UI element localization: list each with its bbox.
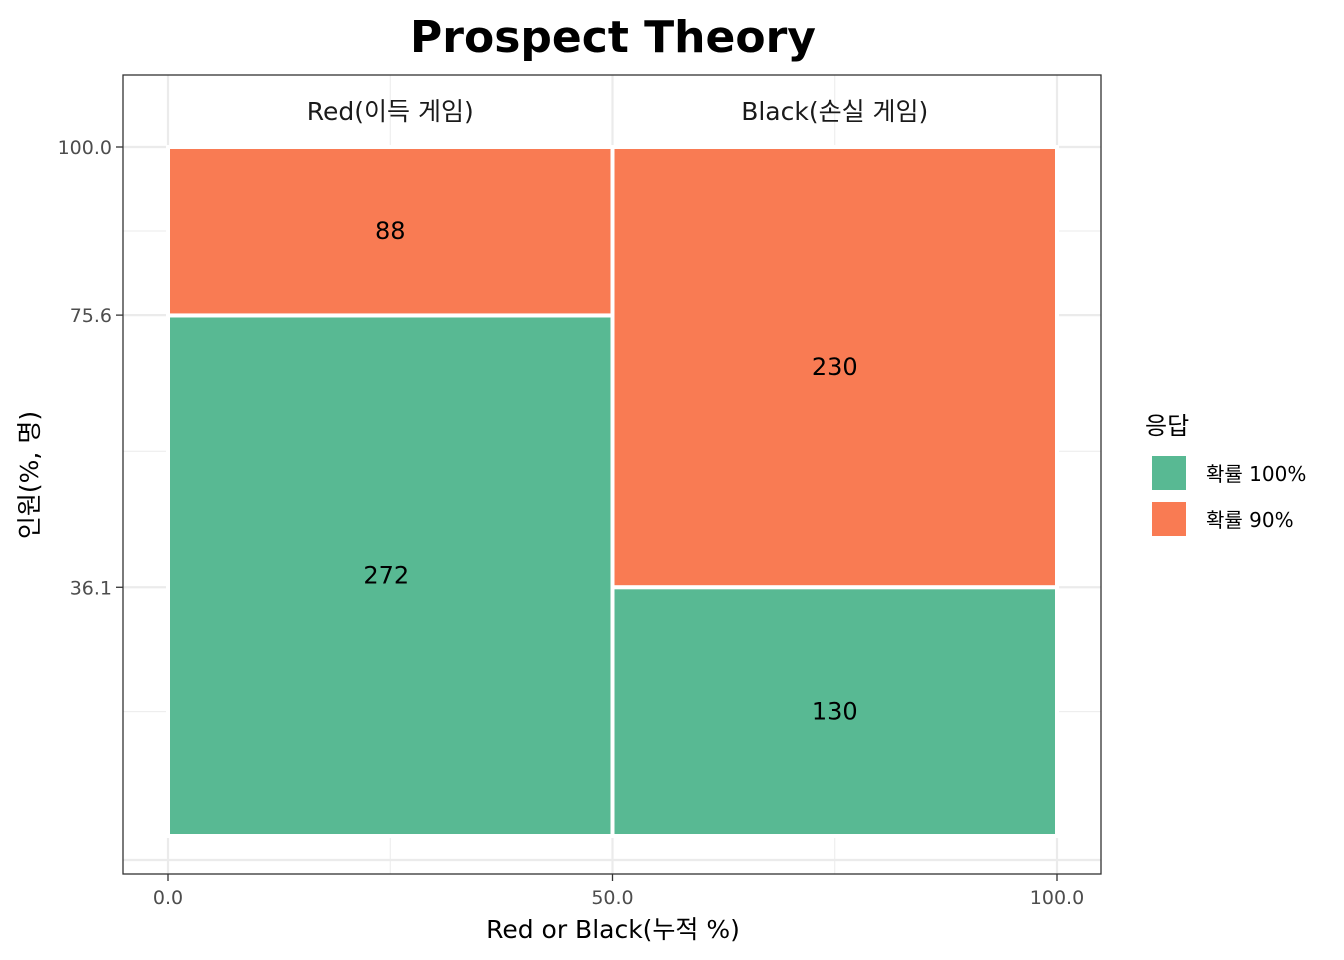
legend-label: 확률 100% [1206,462,1306,486]
mosaic-cell-0-0 [166,313,615,838]
mosaic-cell-1-1 [610,145,1059,590]
y-axis-title: 인원(%, 명) [15,411,44,539]
cell-labels: 272 88 130 230 [363,217,857,725]
y-tick-label: 75.6 [70,305,112,327]
x-tick-label: 100.0 [1030,887,1084,909]
facet-labels: Red(이득 게임) Black(손실 게임) [307,97,929,126]
y-tick-label: 100.0 [58,137,112,159]
x-tick-label: 50.0 [591,887,633,909]
legend: 응답 확률 100% 확률 90% [1145,412,1306,536]
facet-label: Red(이득 게임) [307,97,474,126]
cell-count-label: 230 [812,353,858,381]
legend-title: 응답 [1145,412,1189,440]
legend-swatch [1152,502,1186,536]
x-tick-label: 0.0 [153,887,183,909]
mosaic-cell-0-1 [166,145,615,318]
y-tick-label: 36.1 [70,577,112,599]
cell-count-label: 130 [812,698,858,726]
facet-label: Black(손실 게임) [741,97,928,126]
legend-swatch [1152,456,1186,490]
chart-title: Prospect Theory [410,12,816,63]
legend-label: 확률 90% [1206,508,1294,532]
cell-count-label: 272 [363,562,409,590]
y-axis: 36.1 75.6 100.0 [58,137,123,599]
x-axis: 0.0 50.0 100.0 [153,874,1084,909]
x-axis-title: Red or Black(누적 %) [486,915,740,944]
mosaic-cells [166,145,1059,839]
cell-count-label: 88 [375,217,406,245]
